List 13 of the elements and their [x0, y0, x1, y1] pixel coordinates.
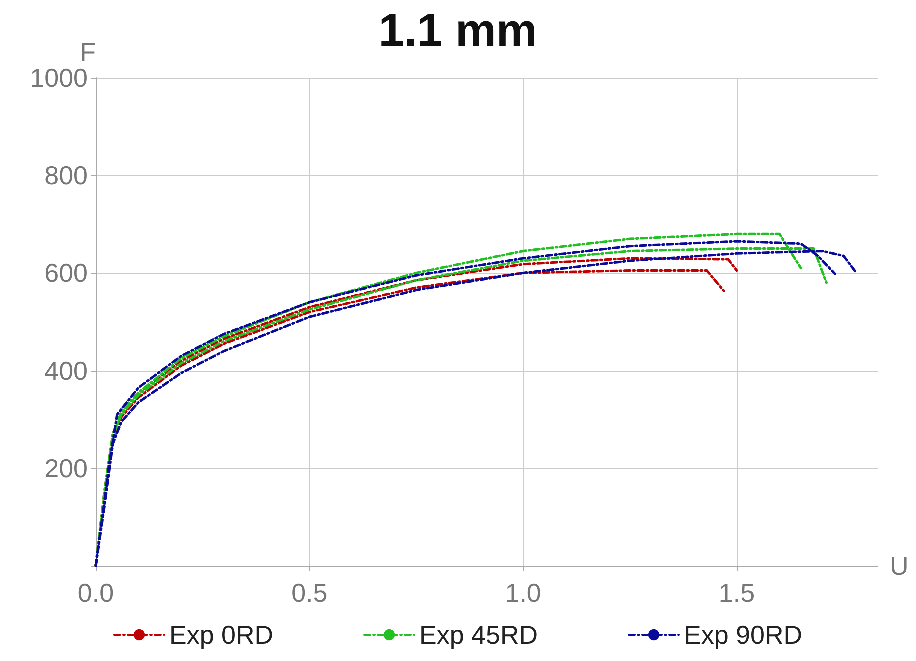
x-tick-label: 0.0 [78, 578, 114, 608]
x-tick-label: 1.0 [505, 578, 542, 608]
chart-title: 1.1 mm [378, 4, 538, 56]
legend-label: Exp 0RD [169, 620, 274, 650]
legend-label: Exp 90RD [684, 620, 803, 650]
x-axis-title: U [890, 551, 909, 581]
y-tick-label: 600 [44, 258, 88, 288]
y-tick-label: 200 [44, 453, 88, 484]
y-tick-label: 400 [44, 356, 88, 386]
x-tick-label: 1.5 [718, 578, 756, 608]
y-tick-label: 800 [44, 160, 88, 191]
x-tick-label: 0.5 [292, 578, 328, 608]
legend-label: Exp 45RD [420, 620, 538, 650]
